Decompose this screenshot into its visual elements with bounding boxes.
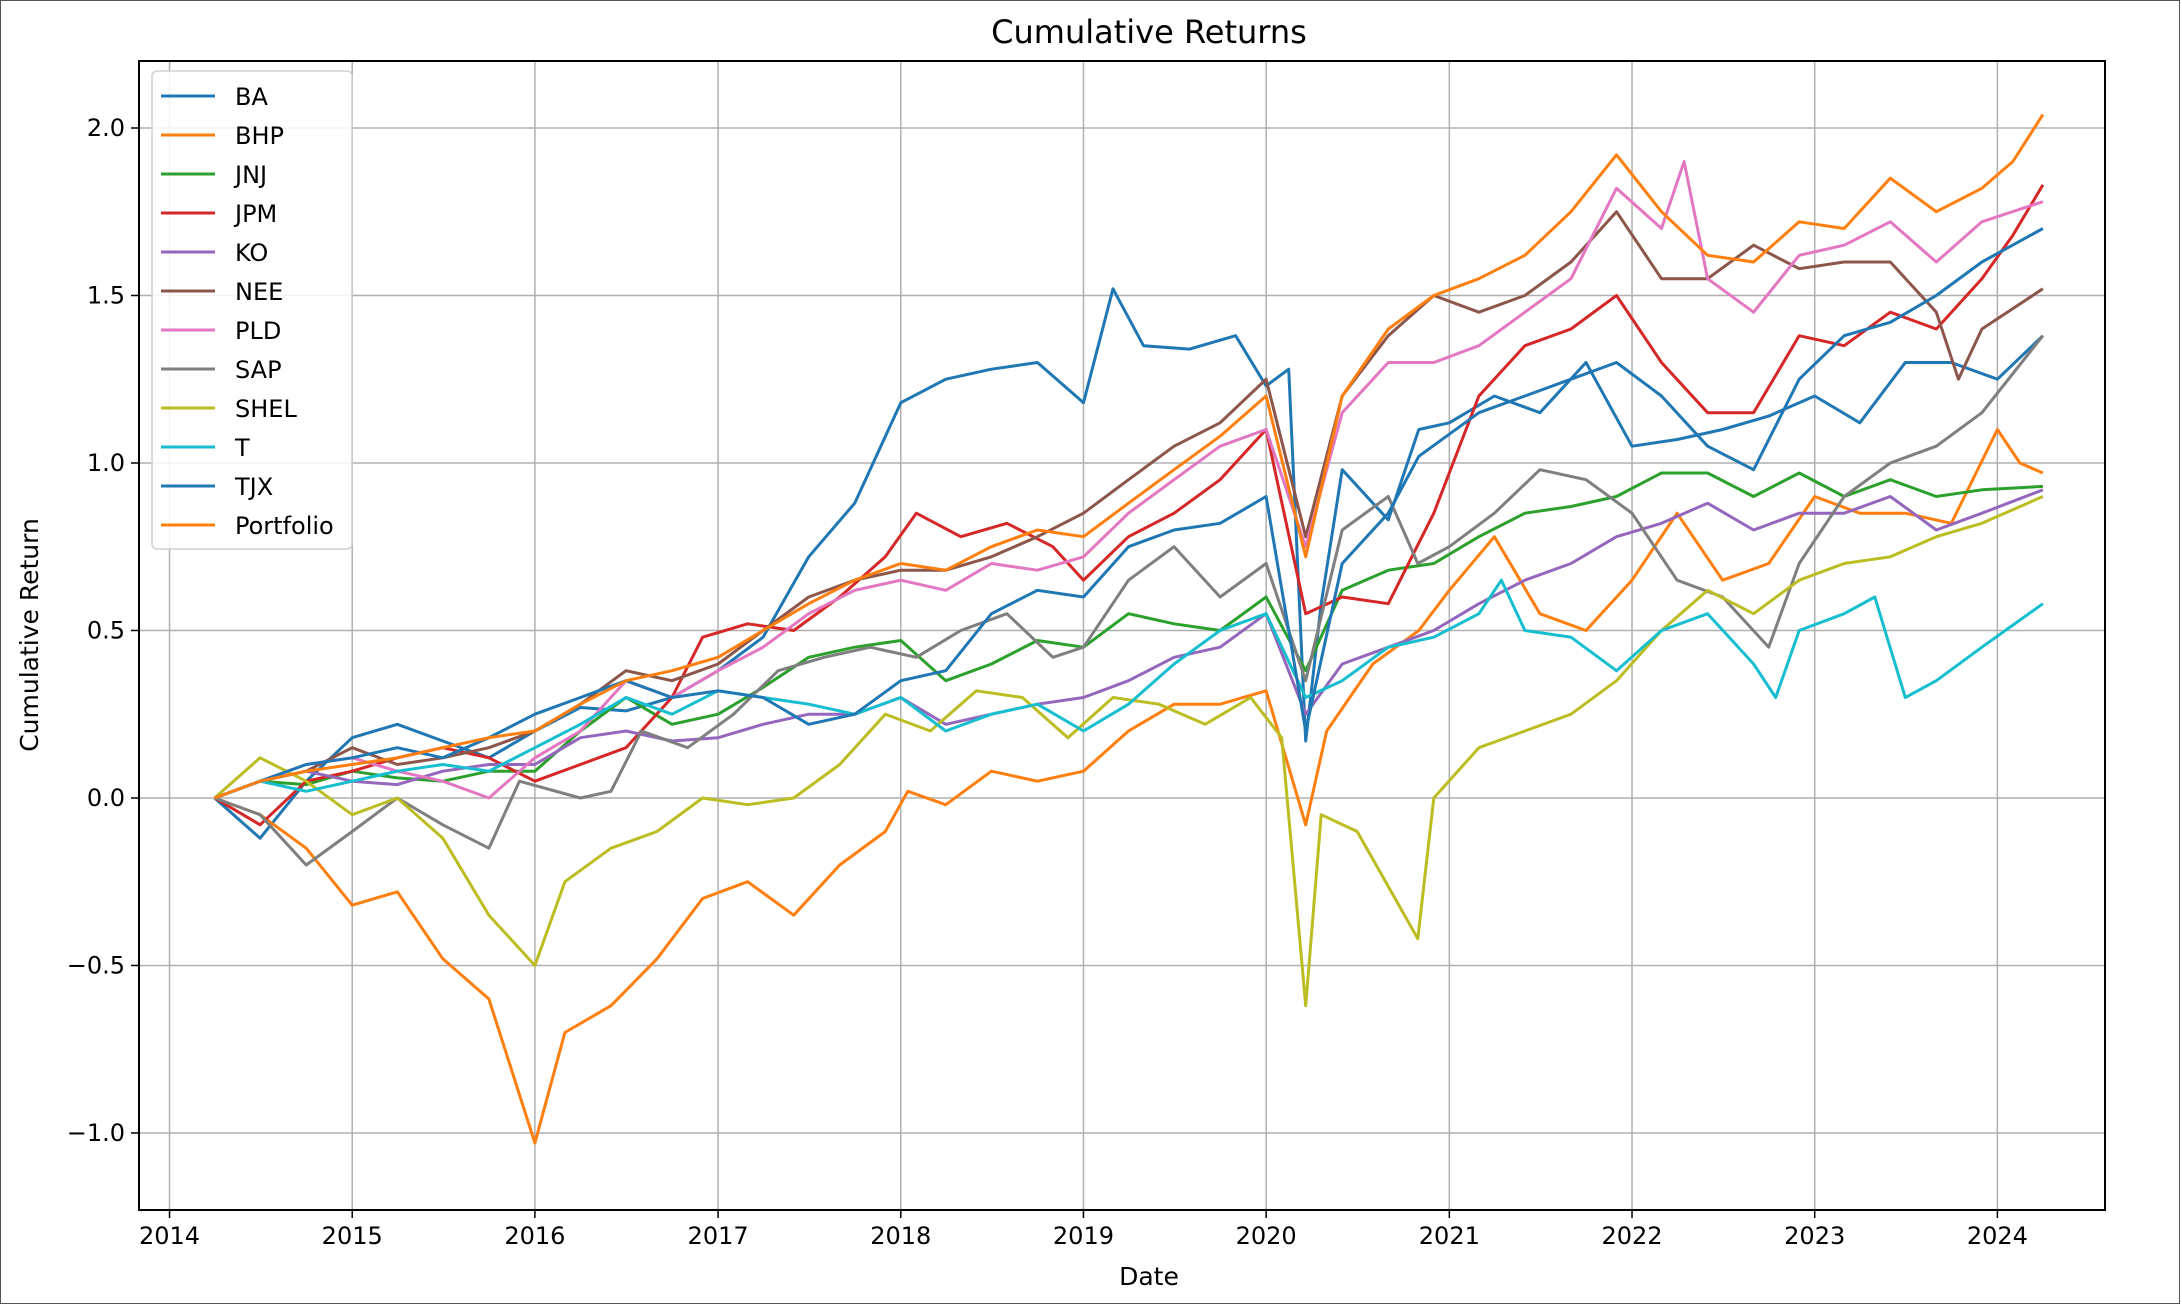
x-tick-label: 2022 bbox=[1601, 1222, 1662, 1250]
y-tick-label: 1.5 bbox=[87, 281, 125, 309]
x-axis-label: Date bbox=[1119, 1262, 1179, 1291]
legend-label: JNJ bbox=[233, 161, 267, 189]
series-line-jnj bbox=[214, 471, 2043, 800]
legend-label: BA bbox=[235, 83, 268, 111]
y-axis-label: Cumulative Return bbox=[15, 518, 44, 752]
x-axis-ticks: 2014 2015 2016 2017 2018 2019 2020 2021 2022 2023… bbox=[139, 1210, 2028, 1250]
legend-label: SHEL bbox=[235, 395, 297, 423]
series-line-shel bbox=[213, 495, 2044, 1008]
legend-label: BHP bbox=[235, 122, 284, 150]
grid bbox=[139, 61, 2105, 1210]
legend-label: PLD bbox=[235, 317, 281, 345]
series-line-tjx bbox=[214, 227, 2044, 800]
plot-area-frame bbox=[138, 60, 2106, 1211]
series-line-bhp bbox=[214, 428, 2044, 1145]
legend-label: KO bbox=[235, 239, 268, 267]
x-tick-label: 2016 bbox=[504, 1222, 565, 1250]
series-line-t bbox=[214, 578, 2044, 800]
legend-label: NEE bbox=[235, 278, 283, 306]
legend-box bbox=[151, 70, 353, 550]
x-tick-label: 2015 bbox=[322, 1222, 383, 1250]
y-tick-label: 2.0 bbox=[87, 114, 125, 142]
chart-title: Cumulative Returns bbox=[991, 13, 1307, 51]
x-tick-label: 2018 bbox=[870, 1222, 931, 1250]
legend-label: TJX bbox=[234, 473, 273, 501]
legend-label: JPM bbox=[233, 200, 277, 228]
legend: BA BHP JNJ JPM KO NEE PLD SAP SHEL T TJX Portfolio bbox=[151, 70, 353, 550]
legend-label: SAP bbox=[235, 356, 282, 384]
x-tick-label: 2021 bbox=[1419, 1222, 1480, 1250]
y-tick-label: −0.5 bbox=[67, 951, 125, 979]
series-line-jpm bbox=[213, 184, 2045, 827]
series-line-pld bbox=[214, 160, 2044, 800]
x-tick-label: 2019 bbox=[1053, 1222, 1114, 1250]
series-line-portfolio bbox=[214, 113, 2045, 800]
x-tick-label: 2024 bbox=[1967, 1222, 2028, 1250]
y-tick-label: 0.5 bbox=[87, 616, 125, 644]
y-tick-label: 0.0 bbox=[87, 784, 125, 812]
legend-label: Portfolio bbox=[235, 512, 334, 540]
x-tick-label: 2017 bbox=[688, 1222, 749, 1250]
x-tick-label: 2020 bbox=[1236, 1222, 1297, 1250]
x-tick-label: 2023 bbox=[1784, 1222, 1845, 1250]
x-tick-label: 2014 bbox=[139, 1222, 200, 1250]
y-axis-ticks: −1.0 −0.5 0.0 0.5 1.0 1.5 2.0 bbox=[67, 114, 139, 1147]
y-tick-label: −1.0 bbox=[67, 1119, 125, 1147]
series-lines bbox=[213, 113, 2045, 1145]
legend-label: T bbox=[234, 434, 250, 462]
series-line-ko bbox=[214, 488, 2044, 800]
series-line-nee bbox=[214, 210, 2044, 800]
y-tick-label: 1.0 bbox=[87, 449, 125, 477]
